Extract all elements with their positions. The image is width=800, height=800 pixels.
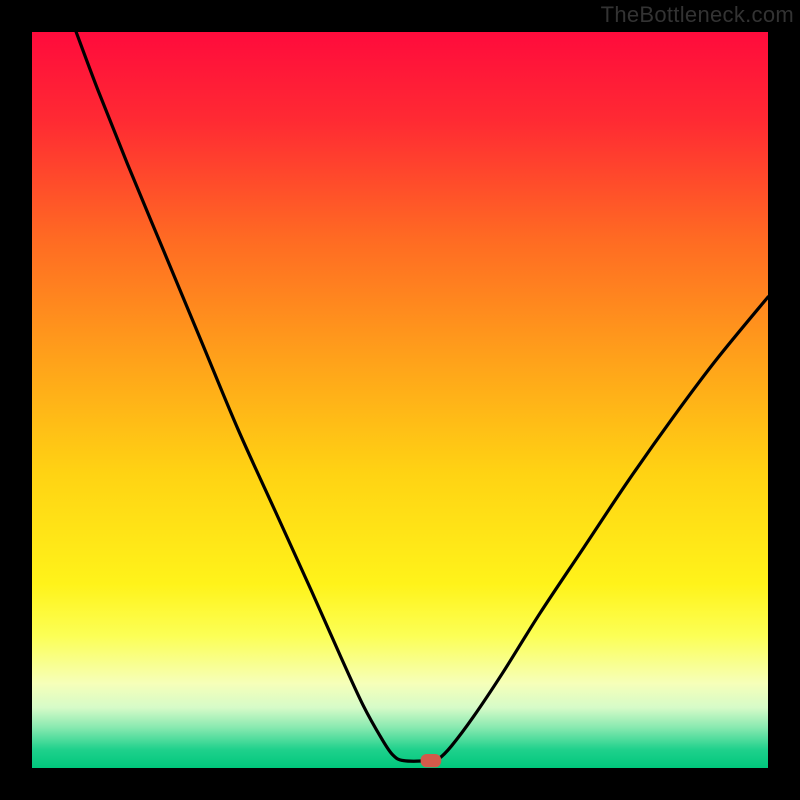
- optimal-point-marker: [421, 754, 442, 767]
- chart-gradient-background: [32, 32, 768, 768]
- watermark-text: TheBottleneck.com: [601, 2, 794, 28]
- bottleneck-chart: [0, 0, 800, 800]
